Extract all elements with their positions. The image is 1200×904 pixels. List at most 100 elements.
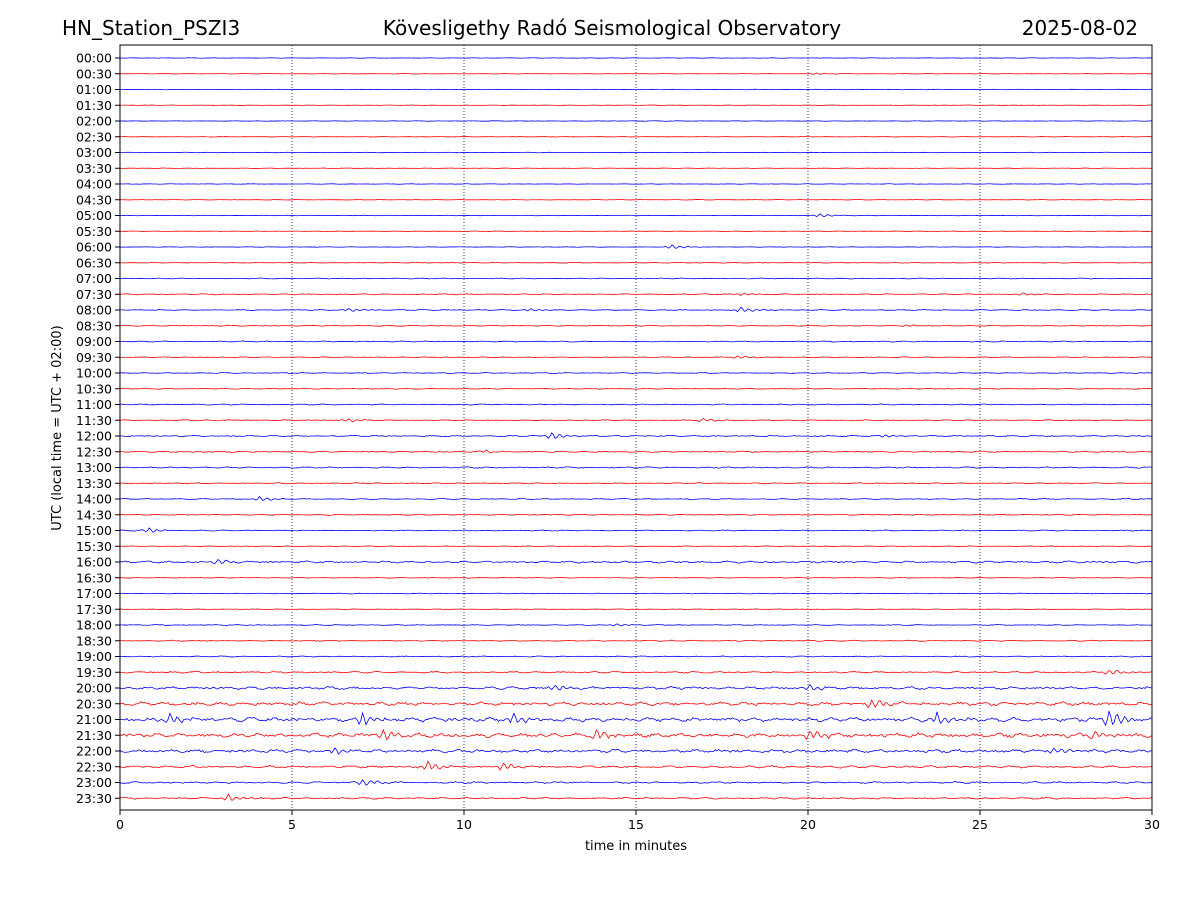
trace-0400 — [119, 183, 1153, 185]
x-tick-label: 20 — [800, 817, 816, 832]
y-tick-label: 00:00 — [76, 51, 112, 66]
seismic-traces — [119, 57, 1153, 801]
trace-1200 — [119, 432, 1153, 439]
trace-0300 — [119, 151, 1153, 154]
y-tick-label: 10:00 — [76, 366, 112, 381]
trace-1730 — [119, 608, 1153, 611]
y-tick-label: 09:00 — [76, 334, 112, 349]
x-tick-label: 15 — [628, 817, 644, 832]
y-tick-label: 08:30 — [76, 318, 112, 333]
trace-0600 — [119, 244, 1153, 249]
y-tick-label: 18:00 — [76, 618, 112, 633]
trace-1830 — [119, 639, 1153, 642]
y-tick-label: 21:00 — [76, 712, 112, 727]
y-tick-label: 03:30 — [76, 161, 112, 176]
vertical-gridlines — [291, 45, 981, 810]
trace-1630 — [119, 576, 1153, 579]
trace-0230 — [120, 136, 1153, 138]
y-tick-label: 20:00 — [76, 681, 112, 696]
trace-0730 — [119, 292, 1153, 296]
y-tick-label: 13:00 — [76, 460, 112, 475]
y-tick-label: 06:00 — [76, 240, 112, 255]
x-axis-label: time in minutes — [585, 839, 687, 854]
y-tick-label: 07:00 — [76, 271, 112, 286]
trace-1430 — [119, 513, 1153, 516]
plot-frame — [119, 44, 1153, 811]
trace-0530 — [119, 230, 1153, 232]
trace-1100 — [119, 403, 1153, 406]
trace-0630 — [119, 261, 1153, 264]
trace-0800 — [119, 306, 1153, 313]
trace-1130 — [119, 417, 1153, 423]
trace-1000 — [119, 372, 1153, 374]
y-tick-label: 23:00 — [76, 775, 112, 790]
trace-1900 — [119, 655, 1153, 658]
y-tick-label: 05:30 — [76, 224, 112, 239]
trace-2300 — [119, 779, 1153, 786]
y-tick-label: 04:00 — [76, 177, 112, 192]
trace-2230 — [119, 760, 1153, 771]
trace-0100 — [119, 88, 1153, 91]
trace-1230 — [119, 449, 1153, 454]
y-tick-label: 05:00 — [76, 208, 112, 223]
y-axis-ticks: 00:0000:3001:0001:3002:0002:3003:0003:30… — [76, 51, 120, 806]
y-tick-label: 06:30 — [76, 255, 112, 270]
y-tick-label: 00:30 — [76, 66, 112, 81]
y-tick-label: 21:30 — [76, 728, 112, 743]
y-tick-label: 09:30 — [76, 350, 112, 365]
y-tick-label: 22:30 — [76, 759, 112, 774]
y-tick-label: 12:00 — [76, 429, 112, 444]
trace-0130 — [119, 104, 1153, 106]
trace-2030 — [119, 699, 1153, 709]
y-tick-label: 14:30 — [76, 507, 112, 522]
y-tick-label: 02:30 — [76, 129, 112, 144]
y-tick-label: 17:00 — [76, 586, 112, 601]
trace-1500 — [119, 527, 1153, 533]
y-tick-label: 07:30 — [76, 287, 112, 302]
x-tick-label: 5 — [288, 817, 296, 832]
trace-0330 — [119, 167, 1153, 169]
x-tick-label: 10 — [456, 817, 472, 832]
y-tick-label: 18:30 — [76, 633, 112, 648]
trace-2100 — [119, 709, 1153, 727]
trace-1330 — [119, 482, 1153, 485]
trace-1700 — [119, 592, 1153, 595]
chart-title: Kövesligethy Radó Seismological Observat… — [383, 16, 841, 40]
station-name: HN_Station_PSZI3 — [62, 16, 240, 40]
trace-2130 — [119, 728, 1153, 741]
trace-2000 — [119, 684, 1153, 691]
trace-0900 — [119, 340, 1153, 343]
y-tick-label: 10:30 — [76, 381, 112, 396]
trace-1530 — [119, 545, 1153, 548]
y-tick-label: 14:00 — [76, 492, 112, 507]
y-tick-label: 19:00 — [76, 649, 112, 664]
trace-2200 — [119, 747, 1153, 755]
trace-1600 — [119, 558, 1153, 565]
trace-1800 — [119, 623, 1153, 627]
y-tick-label: 16:30 — [76, 570, 112, 585]
y-tick-label: 15:30 — [76, 539, 112, 554]
y-tick-label: 17:30 — [76, 602, 112, 617]
y-tick-label: 01:30 — [76, 98, 112, 113]
trace-0430 — [119, 199, 1153, 201]
y-tick-label: 11:00 — [76, 397, 112, 412]
y-tick-label: 15:00 — [76, 523, 112, 538]
y-tick-label: 01:00 — [76, 82, 112, 97]
y-tick-label: 04:30 — [76, 192, 112, 207]
trace-0930 — [119, 355, 1153, 359]
trace-0700 — [119, 277, 1153, 280]
trace-0000 — [119, 57, 1153, 59]
trace-1030 — [119, 387, 1153, 390]
y-tick-label: 08:00 — [76, 303, 112, 318]
y-tick-label: 19:30 — [76, 665, 112, 680]
y-tick-label: 13:30 — [76, 476, 112, 491]
trace-1930 — [119, 669, 1153, 675]
trace-0830 — [119, 324, 1153, 327]
y-tick-label: 12:30 — [76, 444, 112, 459]
trace-0500 — [119, 213, 1153, 218]
x-tick-label: 30 — [1144, 817, 1160, 832]
trace-1300 — [119, 466, 1153, 469]
y-tick-label: 23:30 — [76, 791, 112, 806]
